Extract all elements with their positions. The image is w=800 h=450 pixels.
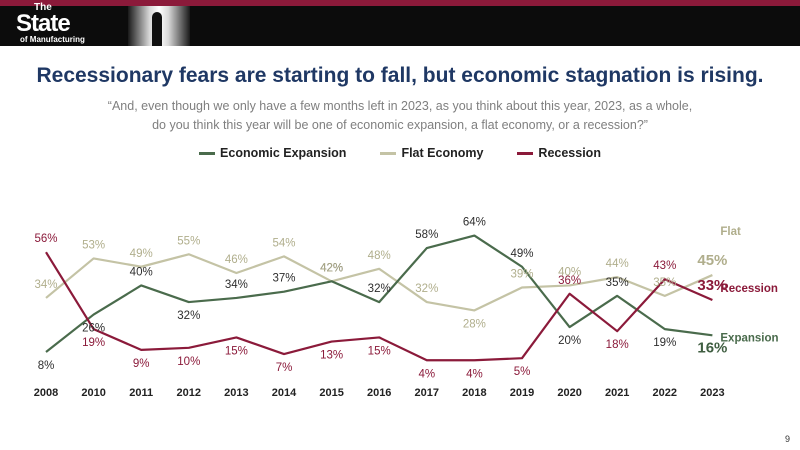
data-label-recession: 43% <box>653 260 676 272</box>
data-label-recession: 9% <box>133 358 150 370</box>
data-label-flat: 45% <box>697 252 727 269</box>
x-tick-label: 2022 <box>653 387 677 399</box>
x-tick-label: 2018 <box>462 387 486 399</box>
data-label-recession: 19% <box>82 337 105 349</box>
data-label-flat: 28% <box>463 318 486 330</box>
data-label-expansion: 26% <box>82 323 105 335</box>
legend-label-expansion: Economic Expansion <box>220 146 347 160</box>
line-chart: 2008 2010 2011 2012 2013 2014 2015 2016 2017 2018… <box>34 217 779 399</box>
header-silhouette-image <box>152 12 162 46</box>
page-number: 9 <box>784 434 790 444</box>
logo-line-3: of Manufacturing <box>20 35 85 44</box>
logo-line-2: State <box>16 10 71 37</box>
data-label-expansion: 58% <box>415 229 438 241</box>
data-label-expansion: 32% <box>177 310 200 322</box>
data-label-expansion: 32% <box>368 283 391 295</box>
data-label-flat: 42% <box>320 262 343 274</box>
x-tick-label: 2008 <box>34 387 58 399</box>
data-label-expansion: 40% <box>130 266 153 278</box>
x-tick-label: 2015 <box>319 387 343 399</box>
legend-label-recession: Recession <box>538 146 601 160</box>
data-label-recession: 56% <box>34 233 57 245</box>
data-label-expansion: 8% <box>38 360 55 372</box>
data-label-expansion: 42% <box>320 262 343 274</box>
x-tick-label: 2019 <box>510 387 534 399</box>
data-label-recession: 7% <box>276 362 293 374</box>
legend-label-flat: Flat Economy <box>401 146 484 160</box>
x-tick-label: 2011 <box>129 387 153 399</box>
legend-swatch-flat <box>380 151 397 155</box>
legend-item-recession: Recession <box>517 146 601 160</box>
data-label-expansion: 19% <box>653 337 676 349</box>
data-label-flat: 35% <box>653 277 676 289</box>
x-tick-label: 2010 <box>81 387 105 399</box>
data-label-recession: 13% <box>320 350 343 362</box>
series-line-expansion <box>45 234 713 353</box>
data-label-expansion: 34% <box>225 279 248 291</box>
legend-item-expansion: Economic Expansion <box>199 146 346 160</box>
data-label-flat: 53% <box>82 239 105 251</box>
data-label-recession: 10% <box>177 356 200 368</box>
data-label-expansion: 20% <box>558 335 581 347</box>
data-label-flat: 44% <box>606 258 629 270</box>
x-tick-label: 2021 <box>605 387 629 399</box>
data-label-flat: 39% <box>510 269 533 281</box>
data-label-recession: 4% <box>418 368 435 380</box>
data-label-flat: 32% <box>415 283 438 295</box>
x-tick-label: 2014 <box>272 387 297 399</box>
data-label-recession: 18% <box>606 339 629 351</box>
data-label-flat: 34% <box>34 279 57 291</box>
data-label-recession: 15% <box>225 345 248 357</box>
data-label-expansion: 64% <box>463 217 486 229</box>
x-tick-label: 2017 <box>415 387 439 399</box>
data-label-expansion: 49% <box>510 248 533 260</box>
data-label-recession: 4% <box>466 368 483 380</box>
data-label-flat: 55% <box>177 235 200 247</box>
series-end-label-expansion: Expansion <box>720 332 778 344</box>
survey-question-line-1: “And, even though we only have a few mon… <box>107 99 693 113</box>
survey-question-line-2: do you think this year will be one of ec… <box>152 118 648 132</box>
header-accent-stripe <box>0 0 800 6</box>
data-label-flat: 48% <box>368 250 391 262</box>
x-tick-label: 2013 <box>224 387 248 399</box>
data-label-expansion: 37% <box>272 273 295 285</box>
data-label-expansion: 16% <box>697 339 727 356</box>
data-label-recession: 15% <box>368 345 391 357</box>
series-line-recession <box>45 251 713 362</box>
data-label-flat: 54% <box>272 237 295 249</box>
survey-question: “And, even though we only have a few mon… <box>0 97 800 135</box>
legend-swatch-expansion <box>199 151 216 155</box>
x-tick-label: 2023 <box>700 387 724 399</box>
page-title: Recessionary fears are starting to fall,… <box>36 64 764 87</box>
logo: The State of Manufacturing <box>16 2 85 45</box>
data-label-recession: 5% <box>514 366 531 378</box>
x-tick-label: 2012 <box>177 387 201 399</box>
data-label-expansion: 35% <box>606 277 629 289</box>
legend-swatch-recession <box>517 151 534 155</box>
series-line-flat <box>45 253 713 312</box>
series-end-label-flat: Flat <box>720 226 741 238</box>
legend-item-flat: Flat Economy <box>380 146 483 160</box>
data-label-flat: 40% <box>558 266 581 278</box>
data-label-flat: 49% <box>130 248 153 260</box>
x-tick-label: 2020 <box>557 387 581 399</box>
x-tick-label: 2016 <box>367 387 391 399</box>
data-label-flat: 46% <box>225 254 248 266</box>
data-label-recession: 36% <box>558 275 581 287</box>
series-end-label-recession: Recession <box>720 283 778 295</box>
data-label-recession: 33% <box>697 277 727 294</box>
logo-line-1: The <box>34 2 52 13</box>
chart-legend: Economic Expansion Flat Economy Recessio… <box>0 146 800 160</box>
